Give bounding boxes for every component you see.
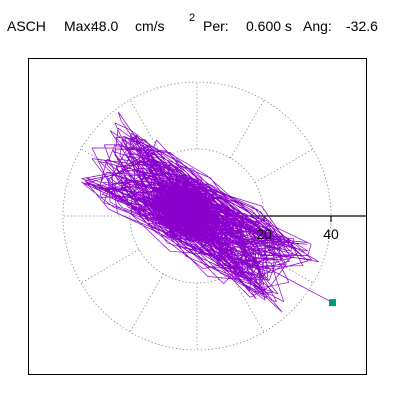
orbit-trace	[81, 111, 336, 313]
period-label: Per:	[203, 18, 229, 34]
grid-spoke	[80, 249, 140, 284]
unit-exponent: 2	[189, 12, 196, 24]
angle-label: Ang:	[303, 18, 332, 34]
period-value: 0.600 s	[246, 18, 292, 34]
max-marker	[328, 299, 336, 307]
polar-plot: 20 40	[62, 81, 366, 351]
orbit-path	[81, 111, 333, 313]
radial-tick-label: 20	[256, 226, 272, 242]
angle-value: -32.6	[346, 18, 378, 34]
polar-plot-frame: 20 40	[28, 58, 367, 375]
grid-spoke	[80, 148, 140, 183]
header-bar: ASCH Max: 48.0 cm/s 2 Per: 0.600 s Ang: …	[7, 12, 400, 38]
grid-spoke	[129, 273, 164, 333]
radial-tick-labels: 20 40	[256, 226, 339, 242]
grid-spoke	[129, 99, 164, 159]
radial-tick-label: 40	[323, 226, 339, 242]
grid-spoke	[230, 273, 265, 333]
grid-spoke	[254, 148, 314, 183]
max-label: Max:	[64, 18, 95, 34]
grid-spoke	[230, 99, 265, 159]
max-value: 48.0	[91, 18, 119, 34]
station-code: ASCH	[7, 18, 46, 34]
unit-label: cm/s	[135, 18, 165, 34]
